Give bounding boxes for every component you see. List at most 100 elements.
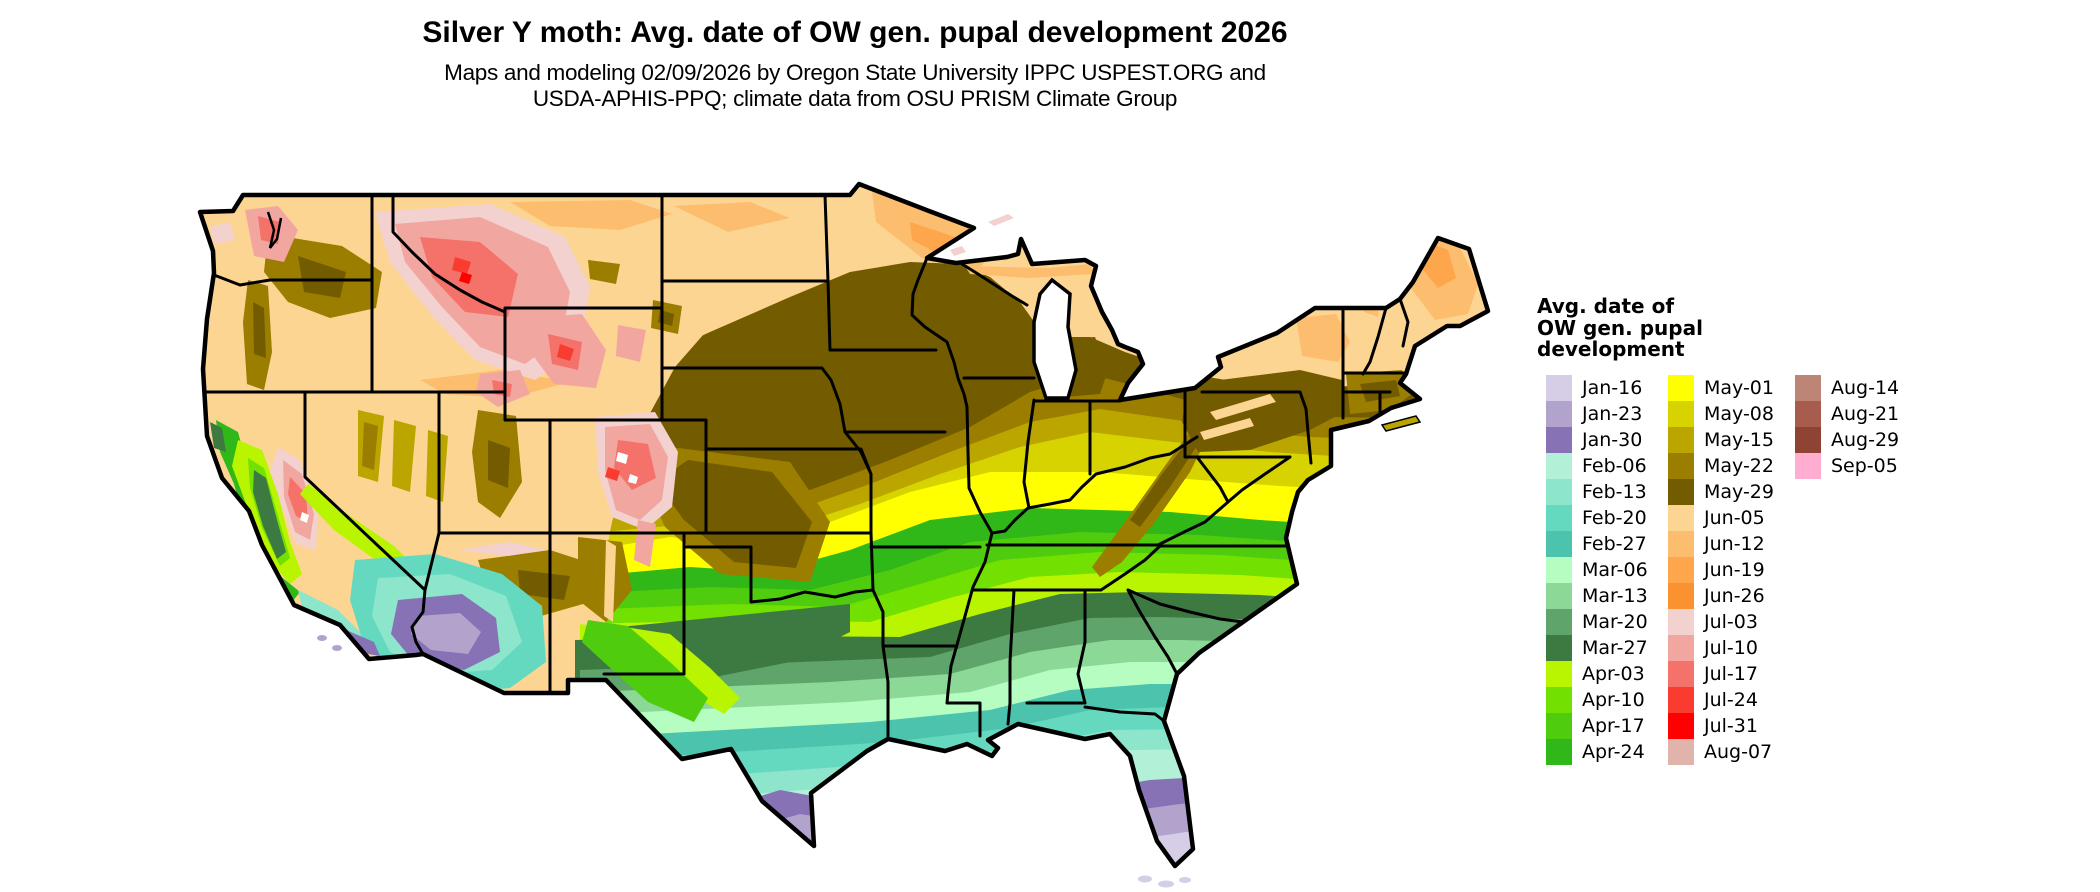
legend-swatch (1546, 582, 1572, 609)
legend-item: May-08 (1668, 400, 1774, 427)
legend-label: Aug-29 (1831, 428, 1900, 451)
legend-swatch (1668, 504, 1694, 531)
legend-column-2: May-01 May-08 May-15 May-22 May-29 Jun-05 Jun-… (1668, 374, 1774, 765)
legend-item: Mar-06 (1546, 556, 1648, 583)
region-sierra-core (288, 477, 308, 522)
legend-item: Sep-05 (1795, 452, 1899, 479)
subtitle-line-1: Maps and modeling 02/09/2026 by Oregon S… (444, 60, 1266, 85)
map-raster (200, 184, 1488, 866)
legend-swatch (1546, 556, 1572, 583)
legend-item: Apr-24 (1546, 738, 1648, 765)
region-n-montana-orange (510, 200, 672, 230)
channel-island-2 (332, 645, 342, 651)
legend-item: Jan-30 (1546, 426, 1648, 453)
legend-item: Mar-27 (1546, 634, 1648, 661)
region-colorado-red (605, 467, 620, 481)
region-rio-grande-valley (604, 540, 616, 622)
region-ca-valley-core (253, 470, 286, 559)
page-title: Silver Y moth: Avg. date of OW gen. pupa… (422, 16, 1288, 49)
legend-label: Feb-27 (1582, 532, 1647, 555)
legend-title-line-1: Avg. date of (1537, 294, 1675, 318)
region-utah-plateau-core (488, 440, 510, 488)
region-mogollon-core (518, 570, 570, 600)
legend-label: Jul-24 (1704, 688, 1758, 711)
legend-item: Aug-21 (1795, 400, 1900, 427)
legend-item: Aug-14 (1795, 374, 1899, 401)
legend-label: Apr-03 (1582, 662, 1645, 685)
region-up-shore-orange (965, 264, 1094, 278)
legend-swatch (1546, 608, 1572, 635)
legend-label: Feb-13 (1582, 480, 1647, 503)
legend-label: Apr-17 (1582, 714, 1645, 737)
legend-label: Mar-06 (1582, 558, 1648, 581)
legend-label: Apr-10 (1582, 688, 1645, 711)
legend-label: Jun-05 (1704, 506, 1765, 529)
region-bighorn (616, 325, 646, 362)
region-grand-canyon (458, 542, 546, 556)
legend-label: Aug-07 (1704, 740, 1773, 763)
legend-item: Jun-26 (1668, 582, 1774, 609)
legend-label: Jul-31 (1704, 714, 1758, 737)
legend-swatch (1795, 400, 1821, 427)
legend-label: Jun-26 (1704, 584, 1765, 607)
us-map (150, 122, 1530, 892)
legend-label: Mar-13 (1582, 584, 1648, 607)
legend-label: May-01 (1704, 376, 1774, 399)
region-colorado-alpine-2 (628, 474, 638, 484)
legend-item: Feb-06 (1546, 452, 1648, 479)
region-nevada-range-core (362, 422, 378, 470)
region-yellowstone-red (557, 344, 574, 361)
legend-swatch (1668, 634, 1694, 661)
legend-swatch (1668, 452, 1694, 479)
legend-label: Aug-21 (1831, 402, 1900, 425)
legend-label: Jul-10 (1704, 636, 1758, 659)
legend-swatch (1668, 686, 1694, 713)
legend-swatch (1546, 374, 1572, 401)
legend-label: Jun-19 (1704, 558, 1765, 581)
region-central-montana-olive (588, 260, 620, 284)
legend-column-3: Aug-14 Aug-21 Aug-29 Sep-05 (1795, 374, 1900, 479)
region-pa-valley-2 (1200, 418, 1254, 440)
legend-swatch (1668, 374, 1694, 401)
legend-swatch (1546, 400, 1572, 427)
legend-column-1: Jan-16 Jan-23 Jan-30 Feb-06 Feb-13 Feb-20 Feb-… (1546, 374, 1648, 765)
legend-swatch (1546, 634, 1572, 661)
region-oregon-cascade-crest (253, 302, 266, 358)
region-nrockies-deep-red (459, 272, 472, 284)
legend-swatch (1795, 374, 1821, 401)
legend-item: Jul-03 (1668, 608, 1774, 635)
region-cascades-core (258, 216, 280, 244)
band-jan-30 (710, 772, 1488, 866)
region-nevada-range-2 (392, 420, 416, 492)
legend-title-line-3: development (1537, 337, 1685, 361)
legend-label: Jul-17 (1704, 662, 1758, 685)
legend-swatch (1546, 478, 1572, 505)
region-sierra-alpine (300, 512, 309, 523)
florida-keys-3 (1179, 877, 1191, 883)
region-redwood-coast (210, 422, 226, 452)
legend-item: Apr-03 (1546, 660, 1648, 687)
legend-item: Aug-29 (1795, 426, 1900, 453)
legend-item: Feb-27 (1546, 530, 1648, 557)
region-colorado-core (614, 440, 656, 490)
legend-item: May-29 (1668, 478, 1774, 505)
legend-swatch (1668, 582, 1694, 609)
legend-item: Apr-10 (1546, 686, 1648, 713)
legend-label: May-29 (1704, 480, 1774, 503)
legend-item: Jan-16 (1546, 374, 1648, 401)
legend-swatch (1668, 556, 1694, 583)
region-colorado-alpine-1 (616, 452, 628, 464)
us-outline (197, 181, 1491, 869)
legend-item: Jun-19 (1668, 556, 1774, 583)
legend-swatch (1546, 426, 1572, 453)
region-nrockies-red (452, 257, 471, 274)
legend-swatch (1546, 686, 1572, 713)
legend-item: Jul-24 (1668, 686, 1774, 713)
legend-item: Jun-05 (1668, 504, 1774, 531)
legend-label: Mar-20 (1582, 610, 1648, 633)
legend-swatch (1668, 426, 1694, 453)
legend-label: Jan-30 (1582, 428, 1643, 451)
legend-swatch (1668, 660, 1694, 687)
legend-item: Jul-17 (1668, 660, 1774, 687)
